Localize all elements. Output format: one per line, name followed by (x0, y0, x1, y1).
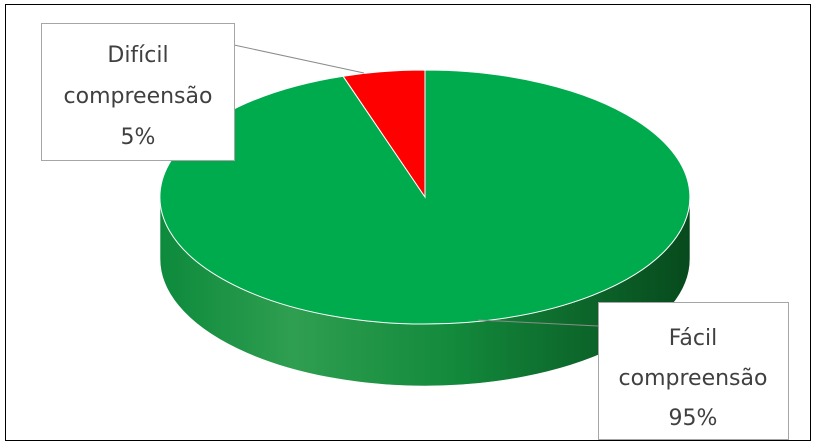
data-label-box-facil (598, 302, 789, 440)
data-label-box-dificil (41, 23, 235, 161)
data-label-facil-line1: Fácil (669, 326, 717, 351)
data-label-facil: Fácil compreensão 95% (598, 302, 789, 440)
leader-line-facil (477, 319, 599, 327)
data-label-facil-percent: 95% (669, 406, 718, 431)
leader-line-dificil (233, 44, 365, 74)
data-label-facil-line2: compreensão (619, 366, 768, 391)
pie-slice-dificil (342, 69, 426, 199)
data-label-dificil-percent: 5% (121, 125, 156, 150)
data-label-dificil-line1: Difícil (107, 43, 168, 68)
data-label-dificil-line2: compreensão (64, 84, 213, 109)
data-label-dificil: Difícil compreensão 5% (41, 23, 235, 161)
